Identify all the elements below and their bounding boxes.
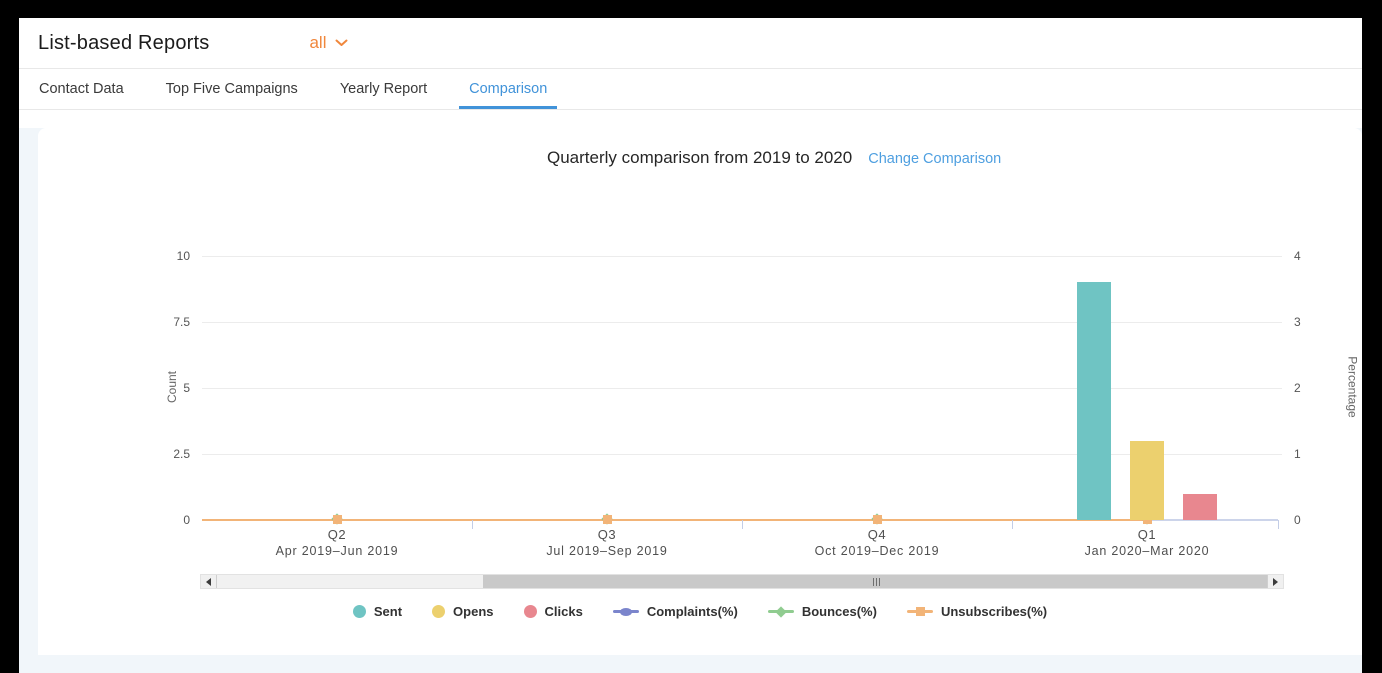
left-axis-tick: 0 [183,513,190,527]
page-content: Quarterly comparison from 2019 to 2020 C… [19,128,1362,673]
x-axis-quarter-label: Q3 [597,527,617,542]
report-tabs: Contact Data Top Five Campaigns Yearly R… [19,68,1362,110]
legend-marker-icon [767,605,794,618]
bar-opens-q1[interactable] [1130,440,1164,520]
marker-unsubscribes[interactable] [872,515,882,524]
legend-marker-icon [432,605,446,618]
legend-label: Unsubscribes(%) [940,604,1048,619]
x-axis-range-label: Apr 2019–Jun 2019 [275,544,399,558]
list-filter-value[interactable]: all [309,33,327,52]
left-axis-tick: 10 [176,249,190,263]
legend-label: Complaints(%) [646,604,738,619]
unsubscribes-zero-line [202,519,1147,521]
x-axis-range-label: Jan 2020–Mar 2020 [1084,544,1210,558]
comparison-chart-card: Quarterly comparison from 2019 to 2020 C… [38,128,1362,655]
bar-clicks-q1[interactable] [1183,493,1217,520]
legend-item-bounces[interactable]: Bounces(%) [767,604,877,619]
scrollbar-thumb[interactable] [483,575,1269,588]
arrow-left-icon [206,577,211,586]
page-header: List-based Reports all [19,18,1362,68]
chevron-down-icon [335,39,348,46]
right-axis-tick: 0 [1294,513,1301,527]
gridline [202,388,1282,389]
tab-contact-data[interactable]: Contact Data [39,81,124,97]
arrow-right-icon [1273,577,1278,586]
x-axis-quarter-label: Q4 [867,527,887,542]
right-axis-tick: 1 [1294,447,1301,461]
thumb-grip-icon [872,577,874,586]
horizontal-scrollbar[interactable] [200,574,1284,589]
marker-unsubscribes[interactable] [602,515,612,524]
marker-unsubscribes[interactable] [332,515,342,524]
right-axis-tick: 4 [1294,249,1301,263]
legend-label: Sent [373,604,403,619]
thumb-grip-icon [878,577,880,586]
legend-item-clicks[interactable]: Clicks [523,604,583,619]
legend-item-complaints[interactable]: Complaints(%) [612,604,738,619]
tab-top-five-campaigns[interactable]: Top Five Campaigns [165,81,298,97]
legend-marker-icon [612,605,639,618]
x-axis-range-label: Oct 2019–Dec 2019 [814,544,940,558]
scroll-left-button[interactable] [201,575,217,588]
right-axis-title: Percentage [1345,356,1360,418]
legend-marker-icon [906,605,933,618]
category-boundary-tick [1012,520,1013,529]
page-title: List-based Reports [38,31,210,54]
legend-item-opens[interactable]: Opens [432,604,494,619]
tab-yearly-report[interactable]: Yearly Report [339,81,428,97]
category-boundary-tick [472,520,473,529]
app-window: List-based Reports all Contact Data Top … [19,18,1362,673]
change-comparison-link[interactable]: Change Comparison [868,151,1002,167]
x-axis-quarter-label: Q2 [327,527,347,542]
legend-item-sent[interactable]: Sent [352,604,403,619]
scroll-right-button[interactable] [1267,575,1283,588]
x-axis-range-label: Jul 2019–Sep 2019 [546,544,668,558]
x-axis-quarter-label: Q1 [1137,527,1157,542]
tab-comparison[interactable]: Comparison [459,69,558,109]
gridline [202,322,1282,323]
chart-plot-region: 0 2.5 5 7.5 10 0 1 2 3 4 Count Percentage Q2 Apr 2019… [38,128,1362,655]
left-axis-tick: 7.5 [173,315,190,329]
category-boundary-tick [742,520,743,529]
right-axis-tick: 2 [1294,381,1301,395]
legend-marker-icon [352,605,366,618]
legend-label: Clicks [544,604,583,619]
chart-title: Quarterly comparison from 2019 to 2020 [547,148,853,167]
chart-header: Quarterly comparison from 2019 to 2020 C… [547,148,1001,168]
legend-marker-icon [523,605,537,618]
gridline [202,454,1282,455]
bar-sent-q1[interactable] [1077,282,1111,520]
legend-label: Bounces(%) [801,604,877,619]
right-axis-tick: 3 [1294,315,1301,329]
left-axis-tick: 5 [183,381,190,395]
list-filter-dropdown[interactable]: all [309,33,348,53]
legend-label: Opens [453,604,494,619]
chart-legend: Sent Opens Clicks Complaints(%) Bounces(%) Un… [38,604,1362,619]
thumb-grip-icon [875,577,877,586]
left-axis-title: Count [165,370,180,404]
legend-item-unsubscribes[interactable]: Unsubscribes(%) [906,604,1048,619]
axis-end-tick [1278,520,1279,529]
left-axis-tick: 2.5 [173,447,190,461]
gridline [202,256,1282,257]
